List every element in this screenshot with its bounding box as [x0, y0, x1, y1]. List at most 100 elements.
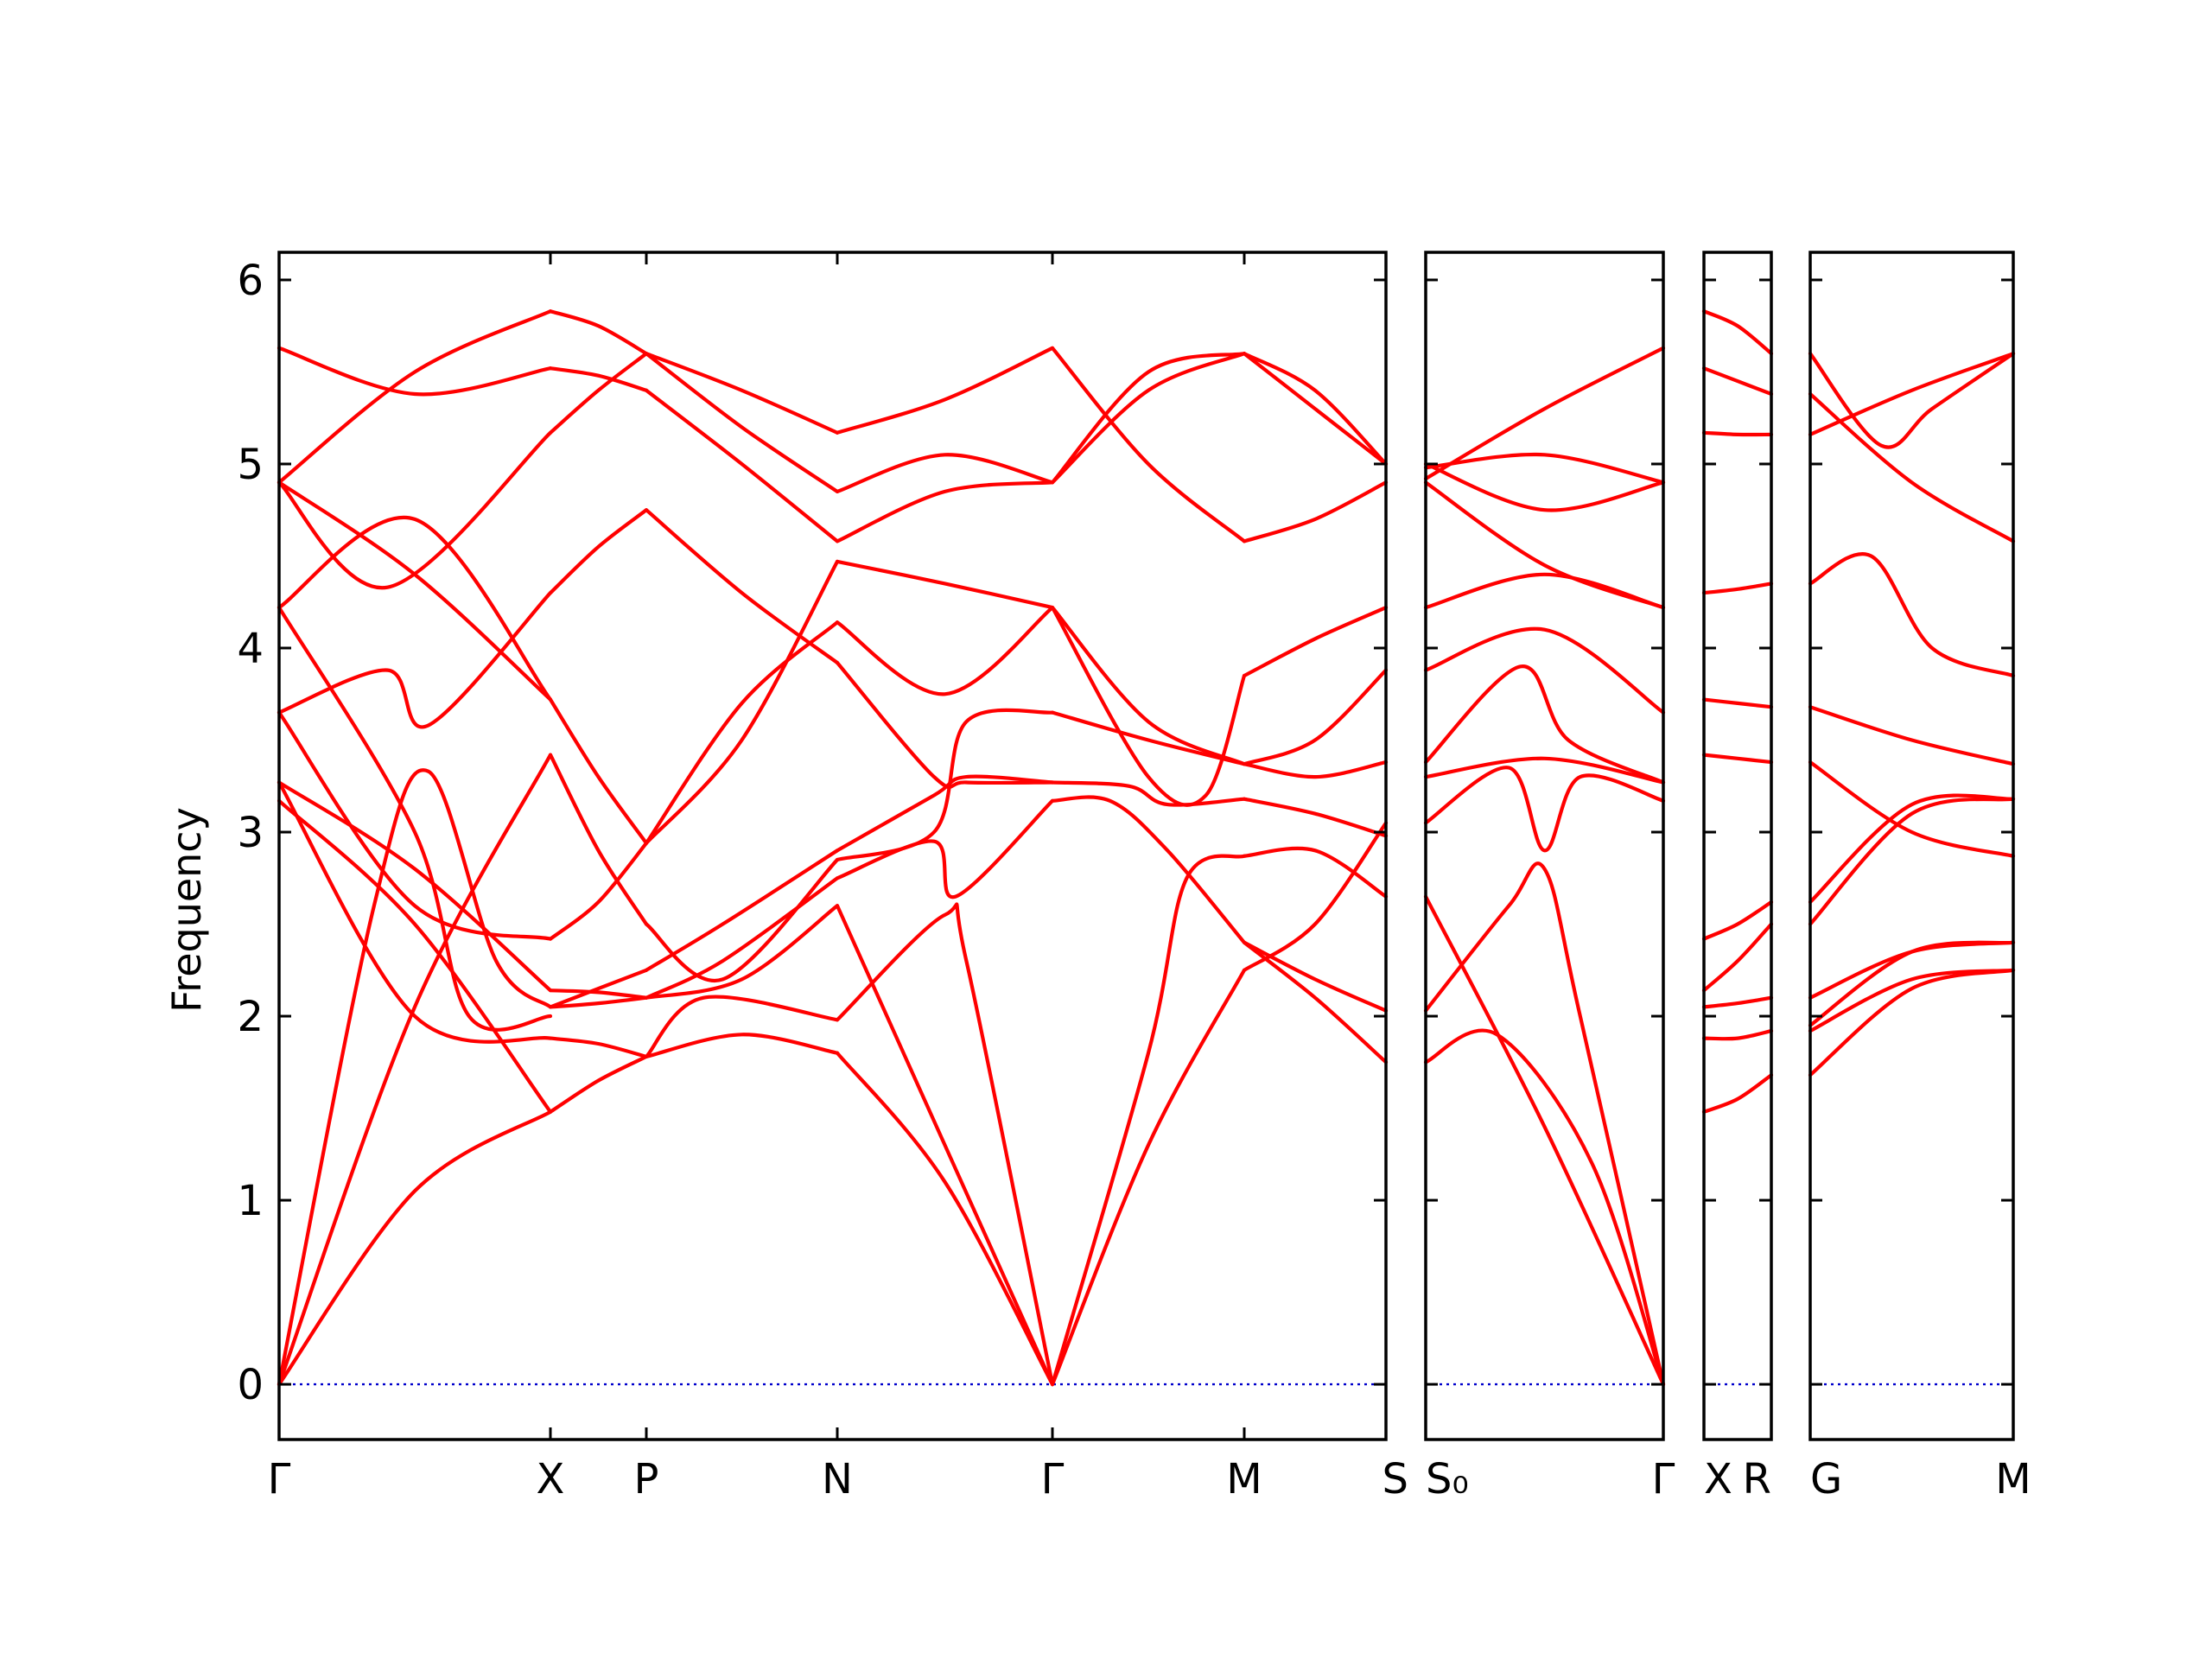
x-tick-label: Γ	[1041, 1455, 1065, 1503]
band-line-p2-s1-b8	[1423, 480, 1666, 610]
band-line-p1-s5-b10	[1050, 346, 1247, 543]
panel-2: S₀ Γ	[1423, 251, 1675, 1503]
x-tick-label: Γ	[268, 1455, 291, 1503]
band-line-p1-s5-b1	[1050, 968, 1247, 1387]
y-tick-label: 5	[237, 441, 264, 489]
band-line-p1-s2-b5	[548, 841, 649, 941]
x-tick-label: M	[1995, 1455, 2031, 1503]
band-line-p1-s6-b3	[1242, 846, 1389, 899]
band-line-p1-s5-b3	[1050, 795, 1247, 944]
y-tick-label: 4	[237, 625, 264, 673]
y-tick-label: 0	[237, 1361, 264, 1409]
band-line-p1-s3-b8	[644, 620, 840, 845]
band-line-p2-s1-b1	[1423, 894, 1666, 1387]
band-line-p1-s1-b6	[276, 780, 553, 993]
band-line-p1-s1-b7	[276, 710, 553, 941]
band-line-p4-s1-b1	[1808, 968, 2016, 1077]
x-tick-label: M	[1226, 1455, 1262, 1503]
x-tick-label: Γ	[1652, 1455, 1675, 1503]
panel-1: 0 1 2 3 4 5 6 Γ X P N Γ M S	[237, 251, 1408, 1503]
x-tick-label: N	[822, 1455, 853, 1503]
panel-frame	[1808, 251, 2015, 1441]
x-tick-label: X	[537, 1455, 565, 1503]
band-line-p1-s4-b9	[835, 559, 1055, 610]
x-tick-label: P	[634, 1455, 659, 1503]
x-tick-label: X	[1704, 1455, 1732, 1503]
band-line-p1-s2-b7	[548, 697, 649, 845]
band-line-p2-s1-b5	[1423, 664, 1666, 785]
band-line-p4-s1-b10	[1808, 391, 2016, 543]
band-line-p2-s1-b3	[1423, 861, 1666, 1387]
panel-frame	[277, 251, 1388, 1441]
band-line-p4-s1-b12	[1808, 352, 2016, 436]
band-line-p1-s6-b8	[1242, 480, 1389, 543]
x-tick-label: S₀	[1426, 1455, 1469, 1503]
band-line-p1-s5-b2	[1050, 854, 1247, 1387]
band-line-p4-s1-b7	[1808, 760, 2016, 858]
band-line-p1-s4-b3	[835, 902, 1055, 1387]
band-line-p1-s4-b8	[835, 606, 1055, 696]
band-line-p1-s3-b6	[644, 857, 840, 983]
band-line-p1-s6-b1	[1242, 821, 1389, 972]
band-line-p1-s3-b10	[644, 388, 840, 543]
band-line-p1-s1-b14	[276, 309, 553, 485]
band-line-p4-s1-b9	[1808, 552, 2016, 678]
band-line-p1-s1-b4	[276, 798, 553, 1114]
band-line-p4-s1-b5	[1808, 797, 2016, 926]
x-tick-label: R	[1743, 1455, 1771, 1503]
band-line-p1-s2-b6	[548, 753, 649, 926]
band-line-p2-s1-b12	[1423, 756, 1666, 785]
band-line-p1-s5-b8	[1050, 352, 1247, 485]
band-line-p1-s3-b12	[644, 352, 840, 435]
band-line-p3-s1-b7	[1701, 697, 1774, 709]
band-line-p1-s2-b10	[548, 366, 649, 392]
y-axis-label: Frequency	[163, 807, 210, 1013]
band-line-p1-s1-b11	[276, 430, 553, 590]
band-line-p1-s3-b7	[644, 559, 840, 845]
band-line-p1-s1-b13	[276, 346, 553, 397]
band-line-p1-s6-b9	[1242, 352, 1389, 467]
y-tick-label: 3	[237, 809, 264, 857]
band-line-p1-s3-b1	[644, 1033, 840, 1058]
band-line-p3-s1-b9	[1701, 430, 1774, 437]
band-line-p1-s2-b11	[548, 309, 649, 356]
band-line-p1-s6-b5	[1242, 760, 1389, 779]
panel-frame	[1702, 251, 1773, 1441]
band-line-p1-s5-b6	[1050, 606, 1247, 766]
x-tick-label: G	[1810, 1455, 1842, 1503]
band-line-p1-s2-b3	[548, 995, 649, 1009]
band-line-p1-s2-b8	[548, 508, 649, 595]
band-line-p1-s1-b10	[276, 515, 553, 702]
band-line-p1-s6-b11	[1242, 940, 1389, 1013]
band-line-p4-s1-b4	[1808, 940, 2016, 1000]
band-line-p1-s2-b2	[548, 1036, 649, 1058]
band-line-p4-s1-b2	[1808, 968, 2016, 1033]
band-line-p1-s3-b9	[644, 508, 840, 665]
band-line-p1-s4-b11	[835, 453, 1055, 493]
band-line-p4-s1-b8	[1808, 705, 2016, 766]
band-line-p1-s5-b7	[1050, 606, 1247, 807]
band-line-p1-s6-b2	[1242, 940, 1389, 1065]
band-line-p2-s1-b9	[1423, 461, 1666, 512]
band-line-p2-s1-b7	[1423, 572, 1666, 610]
band-line-p1-s1-b5	[276, 780, 553, 1044]
band-line-p1-s4-b2	[835, 904, 1055, 1387]
band-line-p2-s1-b4	[1423, 766, 1666, 853]
band-line-p1-s2-b12	[548, 968, 649, 1009]
band-line-p3-s1-b5	[1701, 899, 1774, 941]
band-line-p1-s5-b4	[1050, 780, 1247, 807]
band-line-p1-s3-b3	[644, 904, 840, 1000]
band-line-p1-s4-b6	[835, 708, 1055, 862]
band-line-p3-s1-b1	[1701, 1073, 1774, 1114]
band-line-p1-s1-b3	[276, 768, 553, 1387]
band-line-p1-s6-b4	[1242, 797, 1389, 838]
band-line-p4-s1-b11	[1808, 352, 2016, 449]
band-line-p3-s1-b2	[1701, 1029, 1774, 1041]
band-line-p1-s3-b2	[644, 995, 840, 1058]
band-line-p3-s1-b6	[1701, 753, 1774, 765]
band-line-p1-s6-b10	[1242, 352, 1389, 467]
band-line-p2-s1-b11	[1423, 346, 1666, 481]
